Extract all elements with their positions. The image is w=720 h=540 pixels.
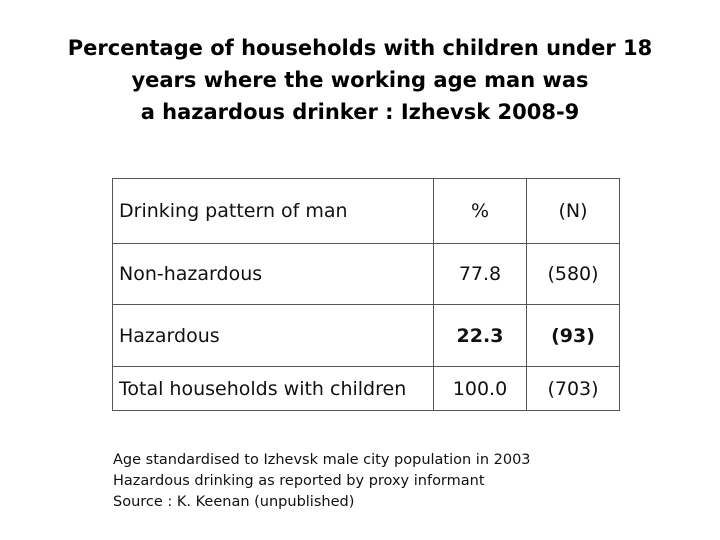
table-row: Hazardous 22.3 (93) — [112, 304, 620, 367]
table-cell: Hazardous — [112, 304, 434, 367]
note: Age standardised to Izhevsk male city po… — [113, 452, 531, 468]
notes: Age standardised to Izhevsk male city po… — [113, 450, 531, 513]
table-cell: 100.0 — [433, 366, 527, 411]
table-cell: Total households with children — [112, 366, 434, 411]
table-row: Non-hazardous 77.8 (580) — [112, 243, 620, 305]
table-cell: 77.8 — [433, 243, 527, 305]
title-line: years where the working age man was — [131, 68, 589, 92]
title-line: a hazardous drinker : Izhevsk 2008-9 — [140, 100, 580, 124]
table-row: Total households with children 100.0 (703) — [112, 366, 620, 411]
header-cell: (N) — [526, 178, 620, 244]
table-row: Drinking pattern of man% (N) — [112, 178, 620, 244]
title-line: Percentage of households with children u… — [67, 36, 653, 60]
note: Hazardous drinking as reported by proxy … — [113, 473, 485, 489]
table-cell: 22.3 — [433, 304, 527, 367]
table-cell: Non-hazardous — [112, 243, 434, 305]
table-cell: (93) — [526, 304, 620, 367]
table-cell: (703) — [526, 366, 620, 411]
header-cell: Drinking pattern of man — [112, 178, 434, 244]
header-cell: % — [433, 178, 527, 244]
data-table: Drinking pattern of man% (N) Non-hazardous… — [112, 178, 620, 411]
note: Source : K. Keenan (unpublished) — [113, 494, 355, 510]
slide-title: Percentage of households with children u… — [0, 32, 720, 128]
table-cell: (580) — [526, 243, 620, 305]
